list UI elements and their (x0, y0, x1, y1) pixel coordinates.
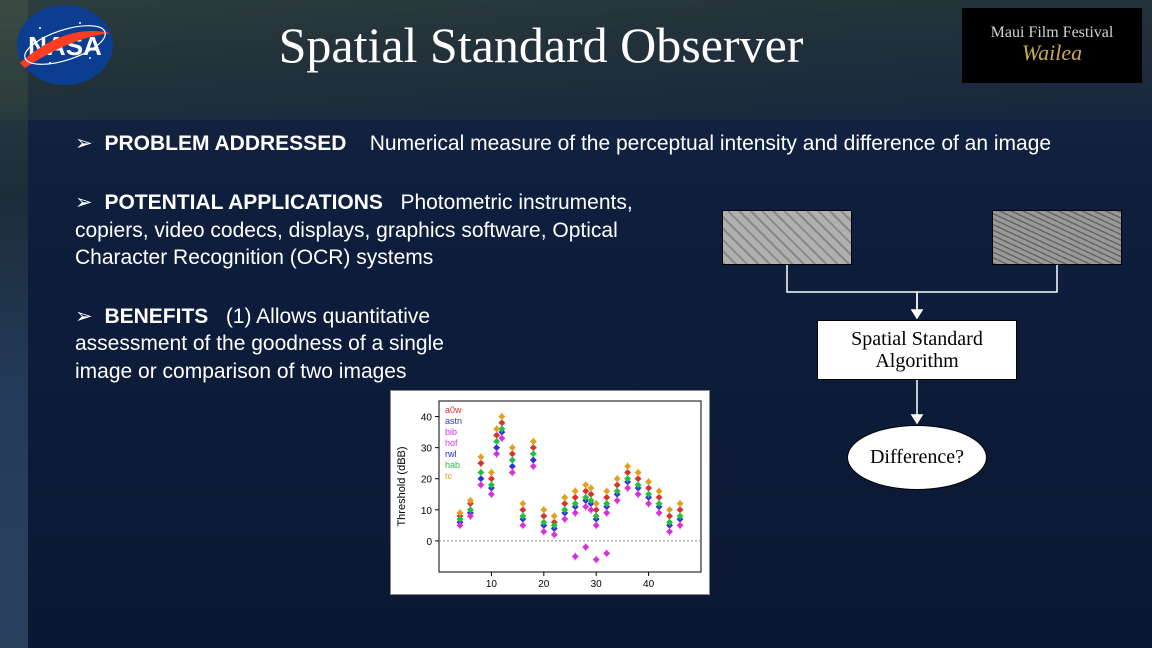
svg-text:10: 10 (421, 506, 433, 517)
page-title: Spatial Standard Observer (120, 16, 962, 74)
bullet-problem: ➢ PROBLEM ADDRESSED Numerical measure of… (75, 130, 1092, 157)
svg-text:30: 30 (591, 579, 603, 590)
svg-text:a0w: a0w (445, 405, 462, 415)
bullet-marker-icon: ➢ (75, 132, 93, 155)
svg-text:astn: astn (445, 416, 462, 426)
bullet-benefits: ➢ BENEFITS (1) Allows quantitative asses… (75, 303, 495, 385)
svg-text:20: 20 (421, 475, 433, 486)
svg-text:tc: tc (445, 471, 453, 481)
svg-text:40: 40 (643, 579, 655, 590)
svg-text:hof: hof (445, 438, 458, 448)
algorithm-box: Spatial Standard Algorithm (817, 320, 1017, 380)
algo-line2: Algorithm (818, 350, 1016, 372)
svg-text:10: 10 (486, 579, 498, 590)
svg-text:30: 30 (421, 444, 433, 455)
svg-text:Threshold (dBB): Threshold (dBB) (396, 446, 408, 526)
svg-text:rwl: rwl (445, 449, 457, 459)
algo-line1: Spatial Standard (818, 328, 1016, 350)
svg-text:hab: hab (445, 460, 460, 470)
ellipse-text: Difference? (870, 446, 964, 469)
nasa-logo: NASA (10, 3, 120, 88)
bullet-label: BENEFITS (104, 305, 208, 328)
svg-text:20: 20 (538, 579, 550, 590)
bullet-label: POTENTIAL APPLICATIONS (104, 191, 382, 214)
svg-text:0: 0 (426, 537, 432, 548)
bullet-marker-icon: ➢ (75, 305, 93, 328)
header: NASA Spatial Standard Observer Maui Film… (0, 0, 1152, 90)
svg-text:40: 40 (421, 413, 433, 424)
bullet-label: PROBLEM ADDRESSED (104, 132, 346, 155)
bullet-marker-icon: ➢ (75, 191, 93, 214)
bullet-text: Numerical measure of the perceptual inte… (370, 132, 1051, 155)
svg-text:bib: bib (445, 427, 457, 437)
bullet-applications: ➢ POTENTIAL APPLICATIONS Photometric ins… (75, 189, 635, 271)
maui-film-festival-logo: Maui Film Festival Wailea (962, 8, 1142, 83)
difference-ellipse: Difference? (847, 425, 987, 490)
festival-logo-bottom: Wailea (1022, 40, 1082, 66)
threshold-scatter-chart: 0 10 20 30 40 10 20 30 40 Threshold (dBB) a0wastnb… (390, 390, 710, 595)
